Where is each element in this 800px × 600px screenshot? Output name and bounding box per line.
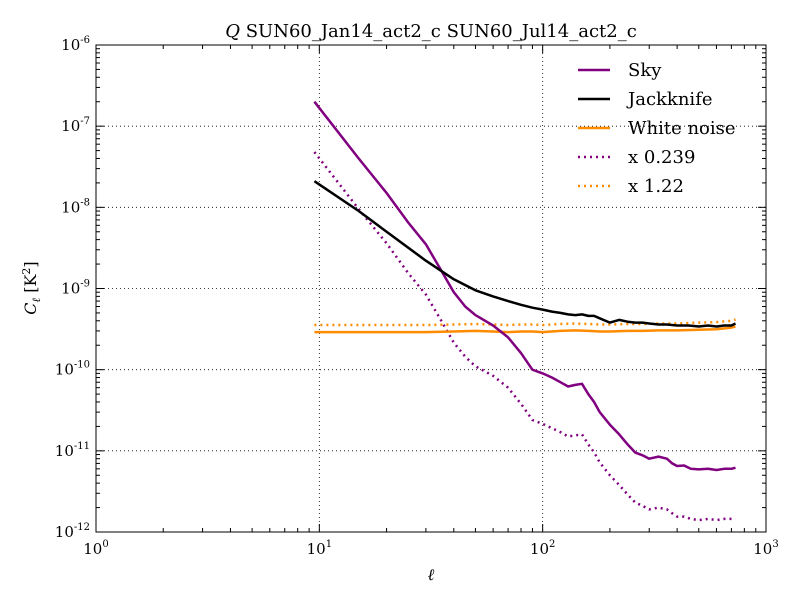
x-tick-label: 103 [753,539,778,558]
y-tick-base: 10 [61,198,80,216]
title-variable: Q [225,21,240,42]
y-tick-exponent: -8 [80,197,90,208]
y-tick-exponent: -12 [74,522,90,533]
y-tick-label: 10-11 [55,441,90,460]
data-lines [313,100,737,522]
x-tick-exponent: 3 [772,539,778,550]
x-tick-base: 10 [83,540,102,558]
x-tick-labels: 100 101 102 103 [83,539,778,558]
x-tick-label: 101 [307,539,332,558]
y-tick-label: 10-8 [61,197,90,216]
x-tick-exponent: 1 [326,539,332,550]
y-tick-base: 10 [55,361,74,379]
x-tick-base: 10 [753,540,772,558]
y-tick-exponent: -10 [74,360,90,371]
y-tick-label: 10-9 [61,279,90,298]
legend-label: White noise [628,118,736,139]
x-tick-base: 10 [530,540,549,558]
y-axis-label: Cℓ [K2] [20,261,43,314]
y-tick-base: 10 [61,36,80,54]
y-tick-exponent: -11 [74,441,90,452]
y-tick-base: 10 [55,442,74,460]
y-tick-exponent: -9 [80,279,90,290]
y-tick-label: 10-6 [61,35,90,54]
series-line [314,318,736,327]
y-tick-label: 10-12 [55,522,90,541]
y-axis-subscript: ℓ [30,297,43,302]
series-line [314,325,736,334]
legend-label: x 1.22 [628,176,684,197]
legend-label: Sky [628,60,662,81]
x-tick-exponent: 2 [549,539,555,550]
y-axis-unit-exp: 2 [20,268,33,275]
y-tick-exponent: -7 [80,116,90,127]
y-axis-unit-suffix: ] [21,261,40,267]
chart-title: Q SUN60_Jan14_act2_c SUN60_Jul14_act2_c [225,21,637,42]
x-tick-label: 102 [530,539,555,558]
y-tick-label: 10-10 [55,360,90,379]
legend-label: Jackknife [626,89,713,110]
y-tick-exponent: -6 [80,35,90,46]
y-tick-label: 10-7 [61,116,90,135]
ticks [95,44,767,533]
title-text: SUN60_Jan14_act2_c SUN60_Jul14_act2_c [240,21,637,42]
x-tick-label: 100 [83,539,108,558]
y-tick-base: 10 [61,280,80,298]
x-tick-base: 10 [307,540,326,558]
y-axis-unit-prefix: [K [21,274,40,298]
legend-label: x 0.239 [628,147,695,168]
x-tick-exponent: 0 [102,539,108,550]
x-axis-label: ℓ [428,565,435,584]
y-axis-symbol: C [21,302,40,314]
legend: Sky Jackknife White noise x 0.239 x 1.22 [578,60,736,197]
series-line [313,100,736,472]
y-tick-base: 10 [61,117,80,135]
y-tick-base: 10 [55,523,74,541]
series-line [313,180,737,328]
